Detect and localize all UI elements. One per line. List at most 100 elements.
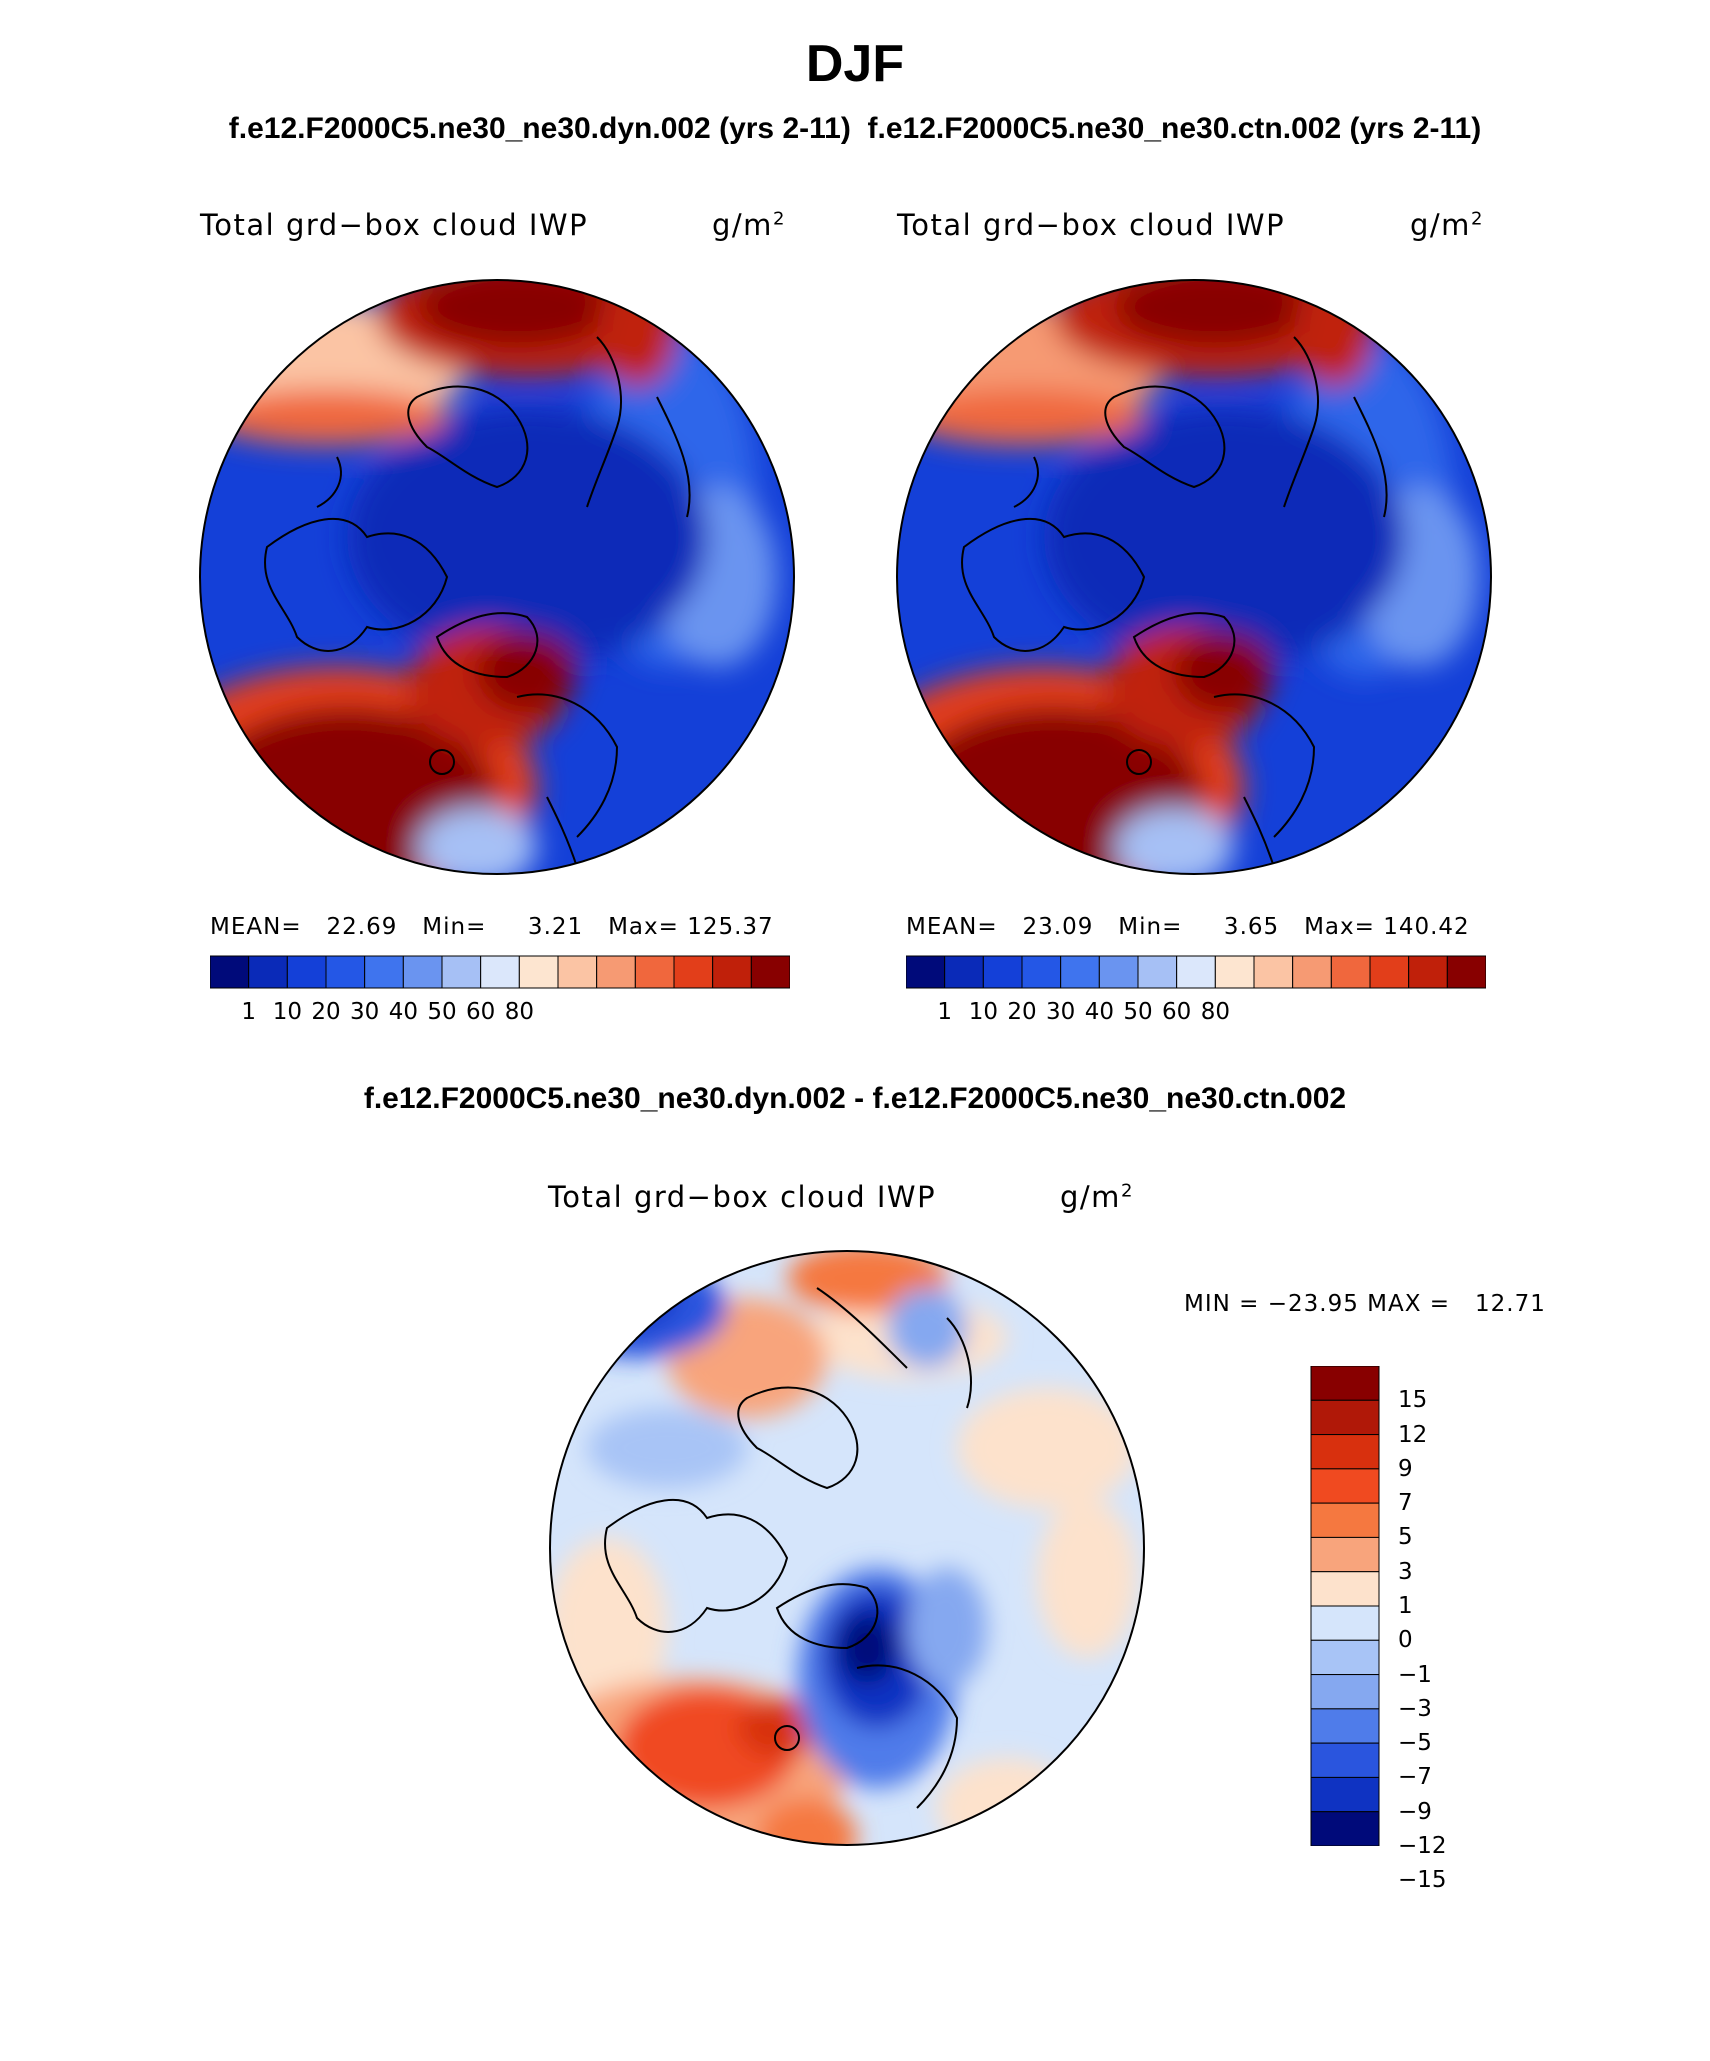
left-colorbar-swatch — [634, 955, 675, 989]
left-colorbar-swatch — [209, 955, 250, 989]
diff-colorbar-label: 9 — [1398, 1455, 1413, 1482]
diff-colorbar-swatch — [1310, 1674, 1380, 1710]
diff-colorbar-label: 5 — [1398, 1524, 1413, 1551]
diff-colorbar-label: 15 — [1398, 1387, 1428, 1414]
right-colorbar-label: 80 — [1200, 999, 1230, 1025]
right-units-base: g/m — [1410, 208, 1471, 242]
right-colorbar: 1 10 20 30 40 50 60 80 — [905, 955, 1487, 1025]
right-colorbar-swatch — [1176, 955, 1216, 989]
right-colorbar-swatch — [1369, 955, 1410, 989]
diff-colorbar-swatch — [1310, 1434, 1380, 1470]
right-plot-title: Total grd−box cloud IWP — [897, 208, 1286, 242]
left-colorbar-swatch — [286, 955, 327, 989]
right-colorbar-label: 10 — [968, 999, 998, 1025]
left-colorbar: 1 10 20 30 40 50 60 80 — [209, 955, 791, 1025]
left-units-base: g/m — [712, 208, 773, 242]
diff-units-base: g/m — [1060, 1180, 1121, 1214]
left-units-exp: 2 — [772, 208, 786, 230]
diff-colorbar-swatch — [1310, 1708, 1380, 1744]
diff-title: f.e12.F2000C5.ne30_ne30.dyn.002 - f.e12.… — [363, 1082, 1347, 1115]
right-colorbar-swatch — [1408, 955, 1448, 989]
left-colorbar-swatch — [364, 955, 404, 989]
right-colorbar-label: 30 — [1046, 999, 1076, 1025]
right-colorbar-swatch — [982, 955, 1023, 989]
right-colorbar-label: 60 — [1162, 999, 1192, 1025]
left-colorbar-swatch — [557, 955, 598, 989]
left-colorbar-swatch — [402, 955, 443, 989]
diff-colorbar-swatch — [1310, 1742, 1380, 1778]
left-colorbar-swatch — [325, 955, 366, 989]
diff-colorbar-swatch — [1310, 1571, 1380, 1607]
diff-colorbar-label: −1 — [1398, 1661, 1432, 1688]
right-colorbar-labels: 1 10 20 30 40 50 60 80 — [906, 999, 1486, 1029]
left-colorbar-swatch — [596, 955, 636, 989]
right-colorbar-label: 20 — [1007, 999, 1037, 1025]
left-colorbar-swatch — [673, 955, 714, 989]
diff-polar-map — [549, 1250, 1145, 1846]
left-plot-title: Total grd−box cloud IWP — [200, 208, 589, 242]
left-colorbar-label: 40 — [388, 999, 418, 1025]
left-colorbar-label: 60 — [466, 999, 496, 1025]
diff-colorbar-label: −5 — [1398, 1730, 1432, 1757]
diff-plot-units: g/m2 — [1060, 1180, 1134, 1214]
right-colorbar-swatches — [905, 955, 1487, 989]
run-subtitle: f.e12.F2000C5.ne30_ne30.dyn.002 (yrs 2-1… — [228, 112, 1482, 145]
right-colorbar-label: 50 — [1123, 999, 1153, 1025]
right-colorbar-label: 1 — [937, 999, 952, 1025]
diff-colorbar-label: 1 — [1398, 1593, 1413, 1619]
diff-colorbar-label: 3 — [1398, 1558, 1413, 1585]
diff-colorbar-label: 12 — [1398, 1421, 1428, 1448]
diff-colorbar-label: −15 — [1398, 1867, 1447, 1894]
diff-colorbar-label: 7 — [1398, 1490, 1413, 1517]
left-colorbar-labels: 1 10 20 30 40 50 60 80 — [210, 999, 790, 1029]
diff-colorbar-swatches — [1310, 1365, 1380, 1847]
right-colorbar-swatch — [1446, 955, 1487, 989]
left-colorbar-label: 1 — [241, 999, 256, 1025]
diff-colorbar-swatch — [1310, 1399, 1380, 1436]
diff-colorbar-swatch — [1310, 1605, 1380, 1641]
left-polar-map — [199, 279, 795, 875]
left-colorbar-label: 20 — [311, 999, 341, 1025]
left-colorbar-swatch — [480, 955, 520, 989]
right-colorbar-swatch — [1021, 955, 1062, 989]
diff-plot-title: Total grd−box cloud IWP — [548, 1180, 937, 1214]
right-colorbar-swatch — [1292, 955, 1332, 989]
right-colorbar-swatch — [1253, 955, 1294, 989]
left-colorbar-swatch — [441, 955, 482, 989]
diff-colorbar-label: −7 — [1398, 1764, 1432, 1791]
diff-colorbar-swatch — [1310, 1536, 1380, 1573]
diff-colorbar-label: 0 — [1398, 1627, 1413, 1654]
left-colorbar-swatches — [209, 955, 791, 989]
left-colorbar-label: 80 — [504, 999, 534, 1025]
right-colorbar-swatch — [905, 955, 946, 989]
diff-colorbar-labels: 15 12 9 7 5 3 1 0 −1 −3 −5 −7 −9 −12 −15 — [1398, 1366, 1508, 1893]
diff-colorbar: 15 12 9 7 5 3 1 0 −1 −3 −5 −7 −9 −12 −15 — [1310, 1365, 1510, 1893]
diff-colorbar-swatch — [1310, 1811, 1380, 1847]
diff-colorbar-swatch — [1310, 1776, 1380, 1813]
season-title: DJF — [805, 35, 905, 93]
left-colorbar-swatch — [248, 955, 288, 989]
right-plot-units: g/m2 — [1410, 208, 1484, 242]
right-colorbar-swatch — [1137, 955, 1178, 989]
left-colorbar-swatch — [518, 955, 559, 989]
right-colorbar-swatch — [1330, 955, 1371, 989]
left-colorbar-label: 50 — [427, 999, 457, 1025]
right-colorbar-swatch — [944, 955, 984, 989]
diff-colorbar-label: −9 — [1398, 1798, 1432, 1825]
diff-units-exp: 2 — [1120, 1180, 1134, 1202]
diff-colorbar-swatch — [1310, 1502, 1380, 1538]
left-colorbar-label: 10 — [272, 999, 302, 1025]
left-colorbar-swatch — [712, 955, 752, 989]
diff-colorbar-label: −12 — [1398, 1833, 1447, 1859]
right-polar-map — [896, 279, 1492, 875]
diff-colorbar-swatch — [1310, 1468, 1380, 1504]
left-plot-units: g/m2 — [712, 208, 786, 242]
diff-colorbar-swatch — [1310, 1639, 1380, 1676]
right-colorbar-swatch — [1214, 955, 1255, 989]
left-colorbar-label: 30 — [350, 999, 380, 1025]
diff-plot-stats: MIN = −23.95 MAX = 12.71 — [1184, 1291, 1546, 1317]
left-colorbar-swatch — [750, 955, 791, 989]
right-units-exp: 2 — [1470, 208, 1484, 230]
diff-colorbar-label: −3 — [1398, 1695, 1432, 1722]
diff-colorbar-swatch — [1310, 1365, 1380, 1401]
